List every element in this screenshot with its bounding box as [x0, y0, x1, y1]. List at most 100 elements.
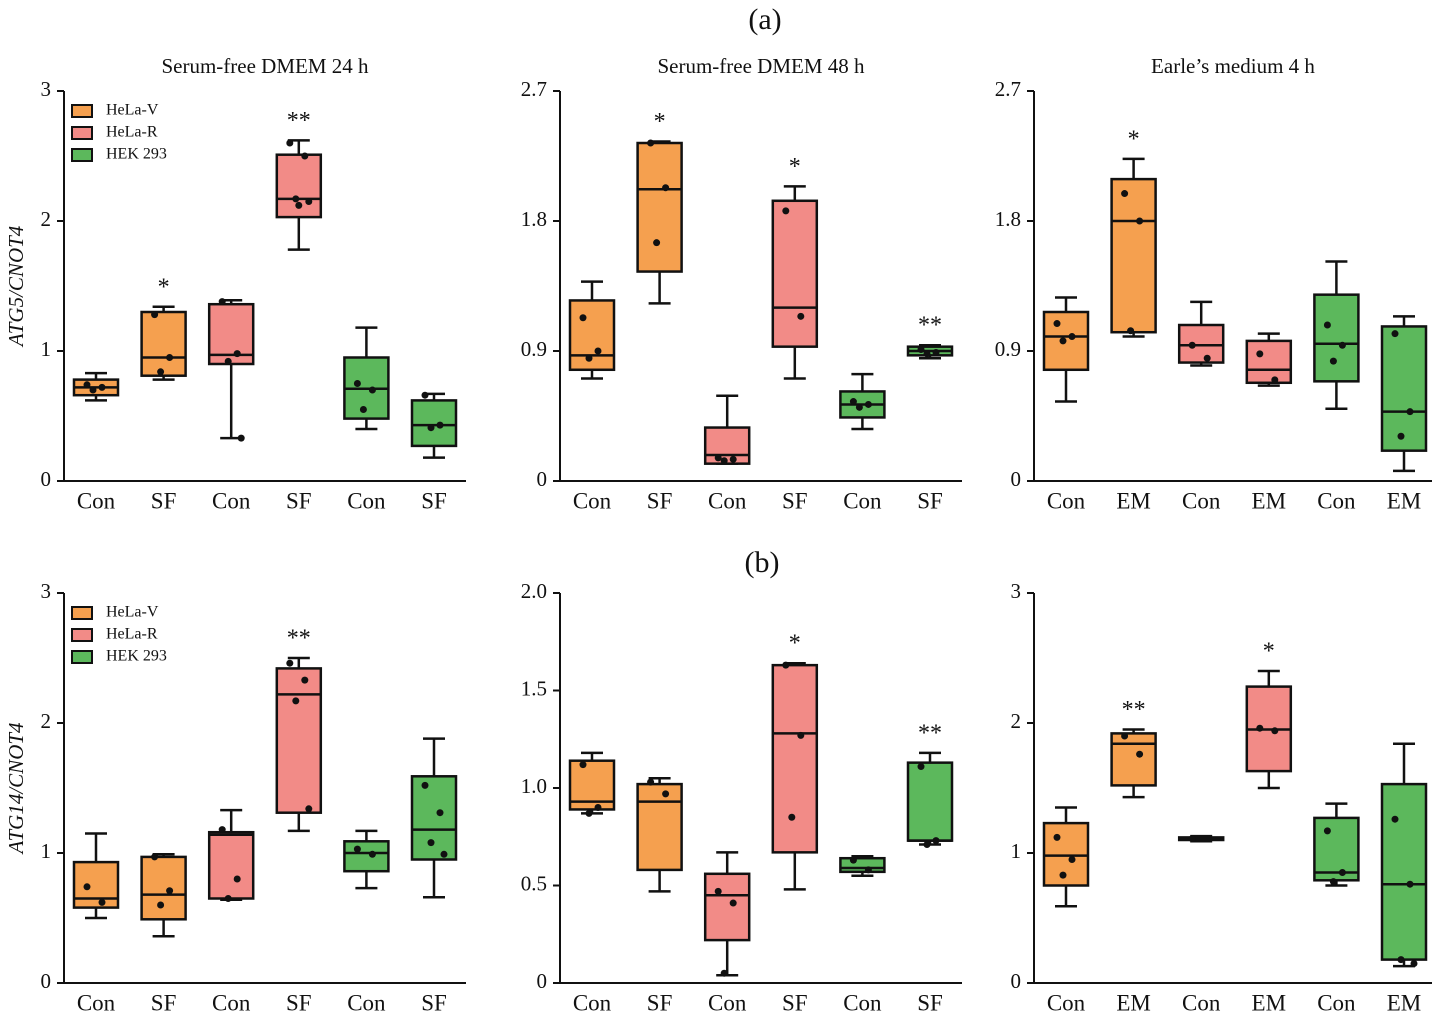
data-point	[305, 805, 313, 813]
data-point	[292, 697, 300, 705]
x-tick-label: Con	[1182, 990, 1221, 1015]
x-tick-label: SF	[917, 990, 943, 1015]
x-tick-label: Con	[708, 990, 747, 1015]
data-point	[151, 853, 159, 861]
data-point	[653, 239, 661, 247]
data-point	[647, 778, 655, 786]
data-point	[797, 312, 805, 320]
data-point	[301, 676, 309, 684]
data-point	[1068, 856, 1076, 863]
x-tick-label: SF	[917, 488, 943, 513]
data-point	[1053, 320, 1061, 328]
x-tick-label: SF	[286, 488, 312, 513]
data-point	[151, 311, 159, 319]
data-point	[1121, 732, 1129, 740]
data-point	[98, 383, 106, 391]
data-point	[788, 813, 796, 821]
legend-swatch	[71, 628, 93, 642]
panel-label: (b)	[745, 546, 780, 579]
box	[1313, 293, 1360, 383]
y-tick-label: 1	[41, 839, 52, 863]
y-tick-label: 2.7	[521, 77, 547, 101]
data-point	[647, 139, 655, 147]
data-point	[579, 761, 587, 769]
data-point	[1121, 190, 1129, 198]
data-point	[1323, 321, 1331, 329]
legend-label: HEK 293	[106, 648, 167, 665]
data-point	[1271, 376, 1279, 384]
data-point	[1338, 341, 1346, 349]
data-point	[292, 195, 300, 203]
x-tick-label: Con	[212, 990, 251, 1015]
x-tick-label: Con	[843, 488, 882, 513]
y-tick-label: 0	[41, 969, 52, 993]
x-tick-label: SF	[647, 488, 673, 513]
y-tick-label: 1.0	[521, 774, 547, 798]
box	[410, 775, 458, 861]
box	[1380, 325, 1428, 452]
data-point	[166, 887, 174, 895]
data-point	[157, 901, 165, 909]
data-point	[917, 346, 925, 354]
chart-title: Earle’s medium 4 h	[1151, 54, 1315, 78]
data-point	[237, 434, 245, 442]
data-point	[1053, 833, 1061, 841]
panel-label: (a)	[748, 3, 781, 36]
data-point	[782, 661, 790, 669]
data-point	[1271, 727, 1279, 735]
data-point	[1256, 350, 1264, 358]
significance: *	[789, 154, 801, 180]
data-point	[359, 406, 367, 413]
y-tick-label: 3	[1011, 579, 1022, 603]
data-point	[83, 883, 91, 891]
x-tick-label: Con	[77, 488, 116, 513]
significance: **	[287, 626, 311, 652]
data-point	[1329, 357, 1337, 365]
significance: **	[918, 720, 942, 746]
data-point	[1406, 408, 1414, 416]
data-point	[224, 357, 232, 365]
x-tick-label: Con	[1182, 488, 1221, 513]
x-tick-label: SF	[421, 488, 447, 513]
data-point	[720, 457, 728, 465]
data-point	[1256, 724, 1264, 732]
box	[839, 856, 886, 874]
data-point	[585, 354, 593, 362]
box	[771, 663, 819, 854]
legend-swatch	[71, 606, 93, 620]
box	[275, 667, 323, 814]
legend-label: HeLa-V	[106, 604, 159, 621]
box	[1110, 177, 1157, 334]
data-point	[1410, 960, 1418, 967]
significance: *	[1128, 126, 1140, 152]
data-point	[427, 424, 435, 432]
legend-label: HEK 293	[106, 146, 167, 163]
significance: **	[287, 108, 311, 134]
x-tick-label: Con	[212, 488, 251, 513]
data-point	[1406, 880, 1414, 888]
data-point	[1059, 337, 1067, 345]
data-point	[782, 207, 790, 215]
box	[72, 860, 120, 909]
data-point	[218, 826, 226, 834]
x-tick-label: Con	[1047, 990, 1086, 1015]
data-point	[1391, 330, 1399, 338]
data-point	[729, 899, 737, 907]
y-tick-label: 3	[41, 77, 52, 101]
data-point	[932, 348, 940, 356]
y-tick-label: 0.9	[521, 337, 547, 361]
x-tick-label: Con	[1317, 488, 1356, 513]
x-tick-label: Con	[347, 990, 386, 1015]
data-point	[1059, 871, 1067, 879]
x-tick-label: Con	[708, 488, 747, 513]
box	[140, 855, 187, 921]
y-tick-label: 3	[41, 579, 52, 603]
x-tick-label: SF	[782, 990, 808, 1015]
y-axis-label: ATG14/CNOT4	[4, 722, 28, 856]
box	[140, 310, 187, 377]
data-point	[1397, 956, 1405, 964]
y-tick-label: 1.5	[521, 676, 547, 700]
x-tick-label: Con	[77, 990, 116, 1015]
data-point	[932, 837, 940, 845]
